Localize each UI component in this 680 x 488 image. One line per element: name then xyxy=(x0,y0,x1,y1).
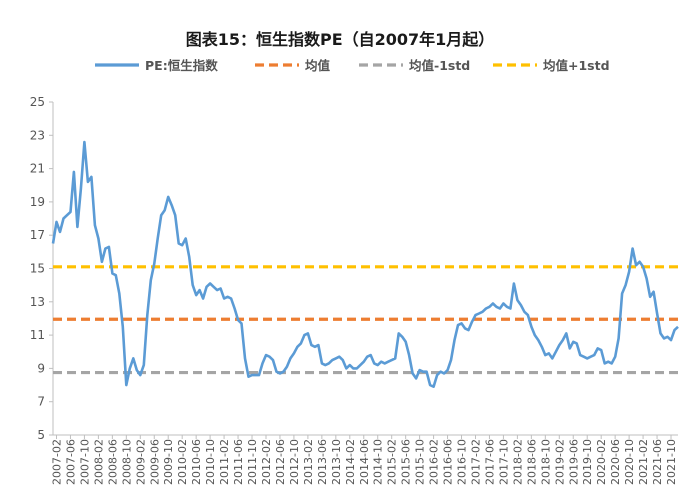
x-tick-label: 2021-06 xyxy=(651,439,664,485)
y-tick-label: 15 xyxy=(30,262,45,276)
y-tick-label: 17 xyxy=(30,228,45,242)
y-tick-label: 21 xyxy=(30,162,45,176)
x-tick-label: 2010-06 xyxy=(190,439,203,485)
x-tick-label: 2008-06 xyxy=(106,439,119,485)
x-tick-label: 2015-02 xyxy=(386,439,399,485)
x-tick-label: 2018-02 xyxy=(511,439,524,485)
x-tick-label: 2016-06 xyxy=(442,439,455,485)
x-tick-label: 2016-02 xyxy=(428,439,441,485)
x-tick-label: 2014-10 xyxy=(372,439,385,485)
x-tick-label: 2007-06 xyxy=(64,439,77,485)
legend-label: 均值-1std xyxy=(409,58,470,73)
x-tick-label: 2019-02 xyxy=(553,439,566,485)
x-tick-label: 2019-10 xyxy=(581,439,594,485)
y-tick-label: 23 xyxy=(30,128,45,142)
y-tick-label: 25 xyxy=(30,95,45,109)
x-tick-label: 2009-02 xyxy=(134,439,147,485)
x-tick-label: 2013-10 xyxy=(330,439,343,485)
x-tick-label: 2012-02 xyxy=(260,439,273,485)
x-tick-label: 2017-06 xyxy=(483,439,496,485)
x-tick-label: 2008-02 xyxy=(92,439,105,485)
x-tick-label: 2012-06 xyxy=(274,439,287,485)
x-tick-label: 2011-10 xyxy=(246,439,259,485)
x-tick-label: 2011-06 xyxy=(232,439,245,485)
x-tick-label: 2009-06 xyxy=(148,439,161,485)
y-tick-label: 13 xyxy=(30,295,45,309)
x-tick-label: 2020-02 xyxy=(595,439,608,485)
x-tick-label: 2009-10 xyxy=(162,439,175,485)
x-tick-label: 2015-06 xyxy=(400,439,413,485)
x-tick-label: 2018-10 xyxy=(539,439,552,485)
x-tick-label: 2015-10 xyxy=(414,439,427,485)
x-tick-label: 2020-10 xyxy=(623,439,636,485)
x-tick-label: 2010-02 xyxy=(176,439,189,485)
legend-label: 均值+1std xyxy=(543,58,610,73)
legend-label: 均值 xyxy=(305,58,331,73)
x-tick-label: 2017-10 xyxy=(497,439,510,485)
chart-title: 图表15：恒生指数PE（自2007年1月起） xyxy=(185,30,495,49)
x-tick-label: 2014-02 xyxy=(344,439,357,485)
y-tick-label: 7 xyxy=(37,395,45,409)
y-tick-label: 9 xyxy=(37,361,45,375)
y-tick-label: 5 xyxy=(37,428,45,442)
x-tick-label: 2018-06 xyxy=(525,439,538,485)
legend-label: PE:恒生指数 xyxy=(145,58,218,73)
x-tick-label: 2021-10 xyxy=(665,439,678,485)
x-tick-label: 2011-02 xyxy=(218,439,231,485)
x-tick-label: 2013-02 xyxy=(302,439,315,485)
pe-series-line xyxy=(51,140,679,389)
x-tick-label: 2017-02 xyxy=(469,439,482,485)
x-tick-label: 2021-02 xyxy=(637,439,650,485)
x-tick-label: 2010-10 xyxy=(204,439,217,485)
x-tick-label: 2013-06 xyxy=(316,439,329,485)
x-tick-label: 2007-10 xyxy=(78,439,91,485)
x-tick-label: 2012-10 xyxy=(288,439,301,485)
x-tick-label: 2020-06 xyxy=(609,439,622,485)
x-tick-label: 2019-06 xyxy=(567,439,580,485)
x-tick-label: 2016-10 xyxy=(456,439,469,485)
y-tick-label: 19 xyxy=(30,195,45,209)
x-tick-label: 2008-10 xyxy=(120,439,133,485)
y-tick-label: 11 xyxy=(30,328,45,342)
x-tick-label: 2014-06 xyxy=(358,439,371,485)
x-tick-label: 2007-02 xyxy=(50,439,63,485)
